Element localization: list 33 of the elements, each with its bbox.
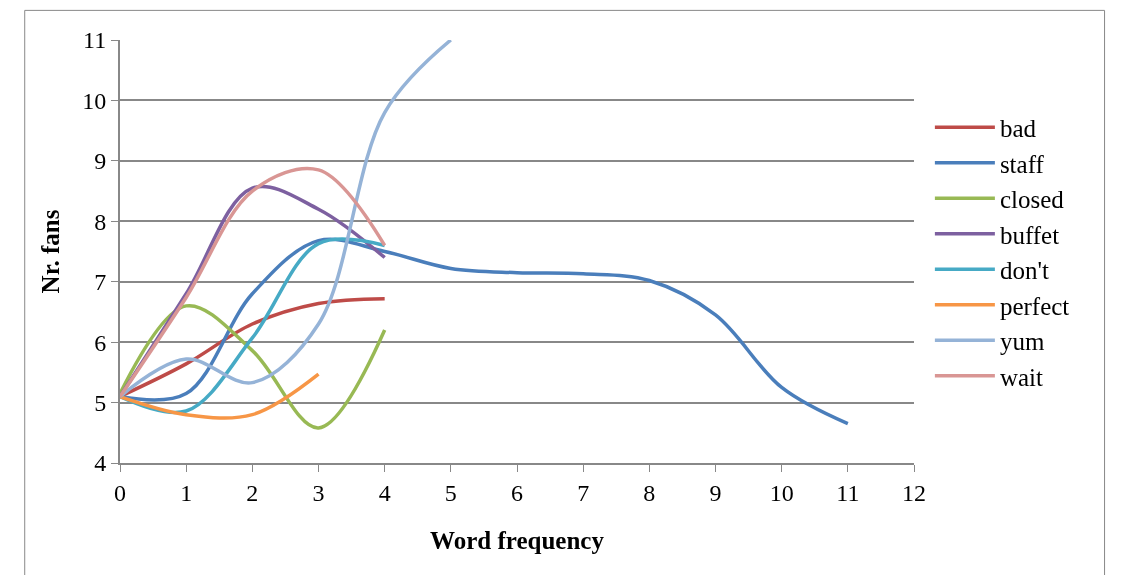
legend-label: buffet <box>999 221 1060 249</box>
legend-label: don't <box>999 257 1049 284</box>
y-tick-label: 9 <box>94 148 107 175</box>
x-tick-label: 10 <box>769 479 794 506</box>
x-tick-label: 5 <box>444 479 457 506</box>
x-axis-title: Word frequency <box>430 527 605 554</box>
x-tick-label: 9 <box>709 479 722 506</box>
y-tick-label: 4 <box>94 450 107 477</box>
x-tick-label: 11 <box>836 479 860 506</box>
x-tick-label: 8 <box>643 479 656 506</box>
x-tick-label: 4 <box>378 479 391 506</box>
legend-label: wait <box>999 363 1043 391</box>
line-series <box>120 304 387 430</box>
legend-label: bad <box>999 115 1037 142</box>
y-tick-label: 11 <box>83 27 107 54</box>
x-tick-label: 0 <box>114 479 126 506</box>
x-tick-label: 6 <box>511 479 523 506</box>
y-tick-label: 8 <box>94 208 107 235</box>
y-tick-label: 5 <box>94 389 107 416</box>
legend-label: perfect <box>999 292 1070 320</box>
y-tick-label: 6 <box>94 329 107 356</box>
legend-label: staff <box>999 150 1045 178</box>
legend-label: yum <box>999 328 1045 355</box>
x-tick-label: 12 <box>902 479 926 506</box>
x-tick-label: 7 <box>577 479 590 506</box>
line-series <box>120 40 453 399</box>
y-axis-title: Nr. fans <box>37 209 64 294</box>
legend-label: closed <box>999 186 1065 213</box>
y-tick-label: 10 <box>82 87 107 114</box>
x-tick-label: 2 <box>246 479 259 506</box>
x-tick-label: 3 <box>312 479 325 506</box>
x-tick-label: 1 <box>180 479 193 506</box>
y-tick-label: 7 <box>94 269 107 296</box>
